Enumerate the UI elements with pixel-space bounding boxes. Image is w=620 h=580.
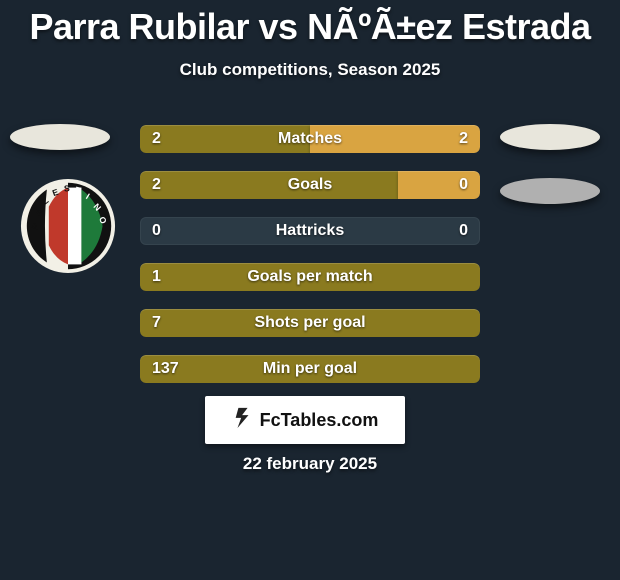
stat-row: 137Min per goal (140, 355, 480, 383)
stat-label: Hattricks (140, 217, 480, 245)
date-label: 22 february 2025 (0, 454, 620, 474)
player-right-oval-2 (500, 178, 600, 204)
stat-label: Goals (140, 171, 480, 199)
stat-label: Goals per match (140, 263, 480, 291)
player-left-oval (10, 124, 110, 150)
stat-row: 00Hattricks (140, 217, 480, 245)
player-right-oval-1 (500, 124, 600, 150)
footer-brand-banner: FcTables.com (205, 396, 405, 444)
stat-label: Matches (140, 125, 480, 153)
svg-text:S: S (64, 183, 71, 193)
stat-row: 22Matches (140, 125, 480, 153)
subtitle: Club competitions, Season 2025 (0, 60, 620, 80)
stats-container: 22Matches 20Goals 00Hattricks 1Goals per ma… (140, 125, 480, 401)
bolt-icon (232, 406, 254, 434)
footer-brand-text: FcTables.com (260, 410, 379, 431)
stat-label: Min per goal (140, 355, 480, 383)
stat-row: 7Shots per goal (140, 309, 480, 337)
club-badge-left: P A L E S T I N O (20, 178, 116, 274)
stat-label: Shots per goal (140, 309, 480, 337)
stat-row: 20Goals (140, 171, 480, 199)
stat-row: 1Goals per match (140, 263, 480, 291)
page-title: Parra Rubilar vs NÃºÃ±ez Estrada (0, 0, 620, 48)
